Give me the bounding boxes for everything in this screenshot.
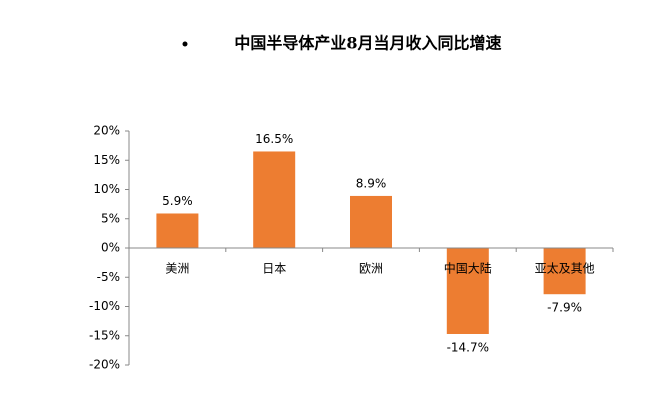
bar bbox=[253, 151, 296, 248]
x-tick-label: 亚太及其他 bbox=[535, 261, 595, 276]
bar bbox=[350, 195, 392, 248]
y-tick-label: -5% bbox=[97, 270, 120, 284]
y-tick-label: 20% bbox=[93, 124, 120, 138]
y-tick-label: -15% bbox=[89, 328, 120, 342]
y-tick-label: 10% bbox=[93, 182, 120, 196]
value-label: -14.7% bbox=[447, 340, 489, 354]
x-tick-label: 中国大陆 bbox=[444, 261, 492, 276]
value-label: -7.9% bbox=[547, 301, 582, 315]
y-tick-label: 5% bbox=[101, 211, 120, 225]
y-tick-label: -20% bbox=[89, 358, 120, 372]
y-tick-label: -10% bbox=[89, 299, 120, 313]
x-tick-label: 欧洲 bbox=[359, 262, 383, 276]
title-bullet bbox=[182, 41, 188, 47]
x-tick-label: 美洲 bbox=[165, 262, 189, 276]
value-label: 5.9% bbox=[162, 194, 193, 208]
bar bbox=[446, 248, 489, 334]
value-label: 16.5% bbox=[255, 132, 293, 146]
y-tick-label: 15% bbox=[93, 153, 120, 167]
x-tick-label: 日本 bbox=[262, 262, 286, 276]
value-label: 8.9% bbox=[356, 176, 387, 190]
y-tick-label: 0% bbox=[101, 241, 120, 255]
bar bbox=[543, 248, 586, 295]
bar bbox=[156, 213, 199, 248]
chart-title: 中国半导体产业8月当月收入同比增速 bbox=[234, 34, 501, 53]
